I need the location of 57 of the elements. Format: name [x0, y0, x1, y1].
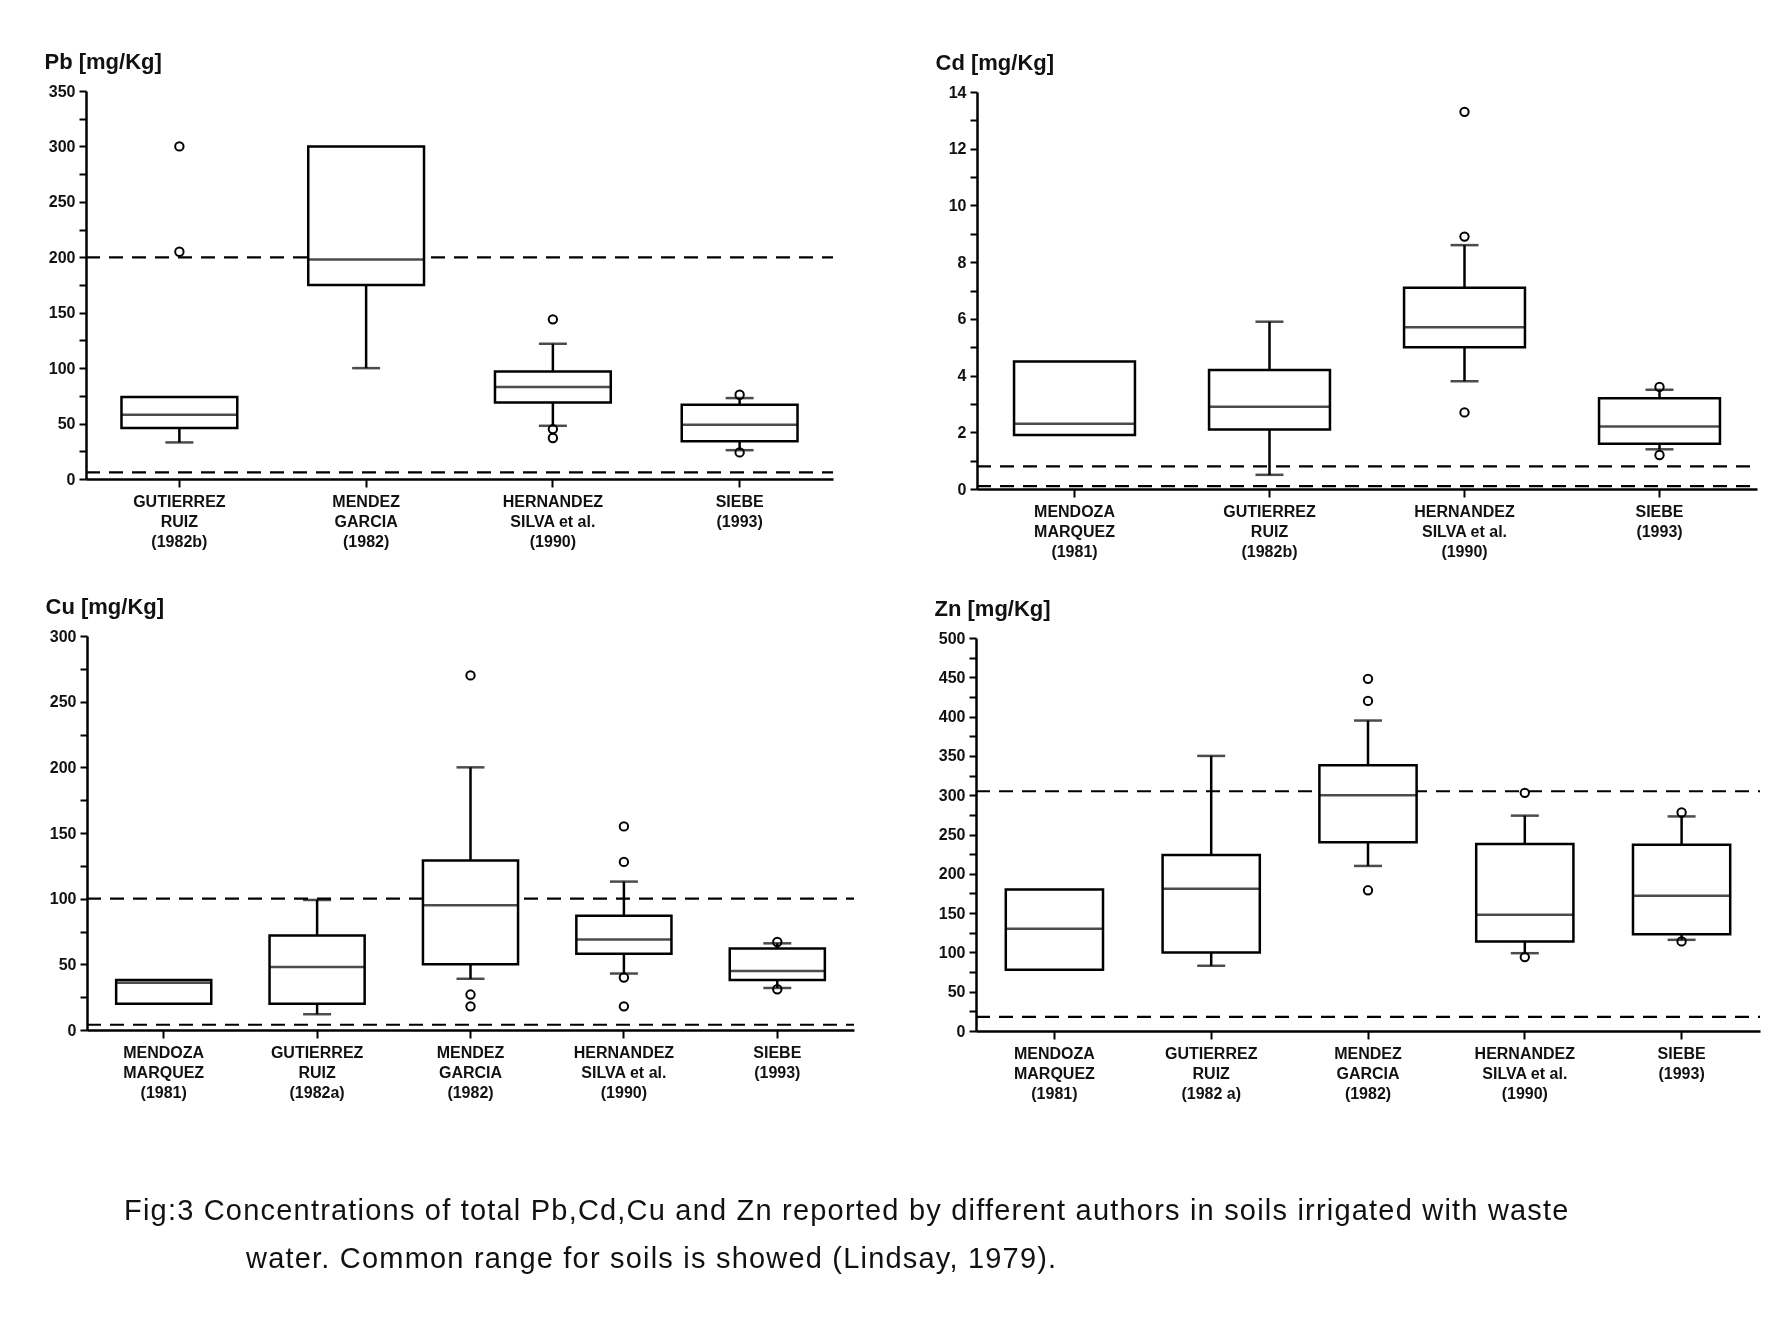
y-tick-label: 250	[938, 826, 966, 843]
x-tick-label: MENDOZA MARQUEZ (1981)	[123, 1043, 205, 1101]
x-tick-label: HERNANDEZ SILVA et al. (1990)	[1474, 1044, 1576, 1102]
x-tick-label: MENDEZ GARCIA (1982)	[1334, 1044, 1402, 1102]
y-tick-label: 200	[938, 865, 966, 883]
y-tick-label: 100	[49, 890, 77, 908]
y-tick-label: 6	[957, 310, 967, 328]
y-tick-label: 0	[66, 470, 76, 488]
y-tick-label: 250	[49, 693, 77, 711]
y-axis-title: Pb [mg/Kg]	[44, 48, 162, 74]
x-tick-label: GUTIERREZ RUIZ (1982b)	[1223, 502, 1316, 560]
y-tick-label: 150	[49, 824, 77, 842]
y-tick-label: 2	[957, 423, 967, 441]
x-tick-label: HERNANDEZ SILVA et al. (1990)	[502, 492, 604, 550]
text: Fig:3 Concentrations of total Pb,Cd,Cu and Zn reported by different authors in soils irrigated with waste water. Common range for soils is showed (Lindsay, 1979).	[124, 1193, 1571, 1276]
y-tick-label: 4	[957, 367, 967, 385]
x-tick-label: SIEBE (1993)	[1635, 502, 1684, 540]
y-tick-label: 250	[48, 193, 76, 211]
y-axis-title: Cu [mg/Kg]	[45, 593, 165, 619]
x-tick-label: HERNANDEZ SILVA et al. (1990)	[1414, 502, 1515, 560]
y-tick-label: 0	[956, 1022, 966, 1040]
x-tick-label: GUTIERREZ RUIZ (1982a)	[270, 1043, 364, 1101]
y-tick-label: 0	[957, 480, 967, 498]
y-axis-title: Cd [mg/Kg]	[935, 49, 1055, 75]
y-tick-label: 50	[57, 415, 76, 433]
y-tick-label: 10	[948, 196, 967, 214]
x-tick-label: MENDEZ GARCIA (1982)	[436, 1043, 505, 1101]
y-tick-label: 12	[948, 140, 967, 158]
x-tick-label: SIEBE (1993)	[715, 492, 764, 530]
y-tick-label: 0	[67, 1021, 77, 1039]
y-tick-label: 8	[957, 253, 967, 271]
y-tick-label: 200	[48, 248, 76, 266]
y-tick-label: 500	[938, 629, 966, 647]
y-tick-label: 100	[938, 943, 966, 961]
y-tick-label: 50	[947, 983, 966, 1001]
x-tick-label: SIEBE (1993)	[753, 1043, 802, 1081]
y-tick-label: 300	[48, 137, 76, 155]
y-tick-label: 150	[938, 904, 966, 922]
y-tick-label: 50	[58, 955, 77, 973]
x-tick-label: GUTIERREZ RUIZ (1982 a)	[1164, 1044, 1258, 1102]
y-tick-label: 450	[938, 668, 966, 686]
x-tick-label: MENDOZA MARQUEZ (1981)	[1034, 502, 1116, 560]
y-tick-label: 100	[48, 359, 76, 377]
y-tick-label: 200	[49, 758, 77, 776]
y-tick-label: 14	[948, 83, 967, 101]
x-tick-label: GUTIERREZ RUIZ (1982b)	[133, 492, 226, 550]
y-tick-label: 350	[938, 747, 966, 765]
x-tick-label: HERNANDEZ SILVA et al. (1990)	[573, 1043, 675, 1101]
x-tick-label: SIEBE (1993)	[1657, 1044, 1706, 1082]
y-tick-label: 350	[48, 82, 76, 100]
x-tick-label: MENDOZA MARQUEZ (1981)	[1013, 1044, 1096, 1102]
y-tick-label: 300	[938, 786, 966, 804]
y-tick-label: 300	[49, 627, 77, 645]
y-tick-label: 150	[48, 304, 76, 322]
x-tick-label: MENDEZ GARCIA (1982)	[332, 492, 401, 550]
y-tick-label: 400	[938, 708, 966, 726]
y-axis-title: Zn [mg/Kg]	[934, 595, 1051, 621]
